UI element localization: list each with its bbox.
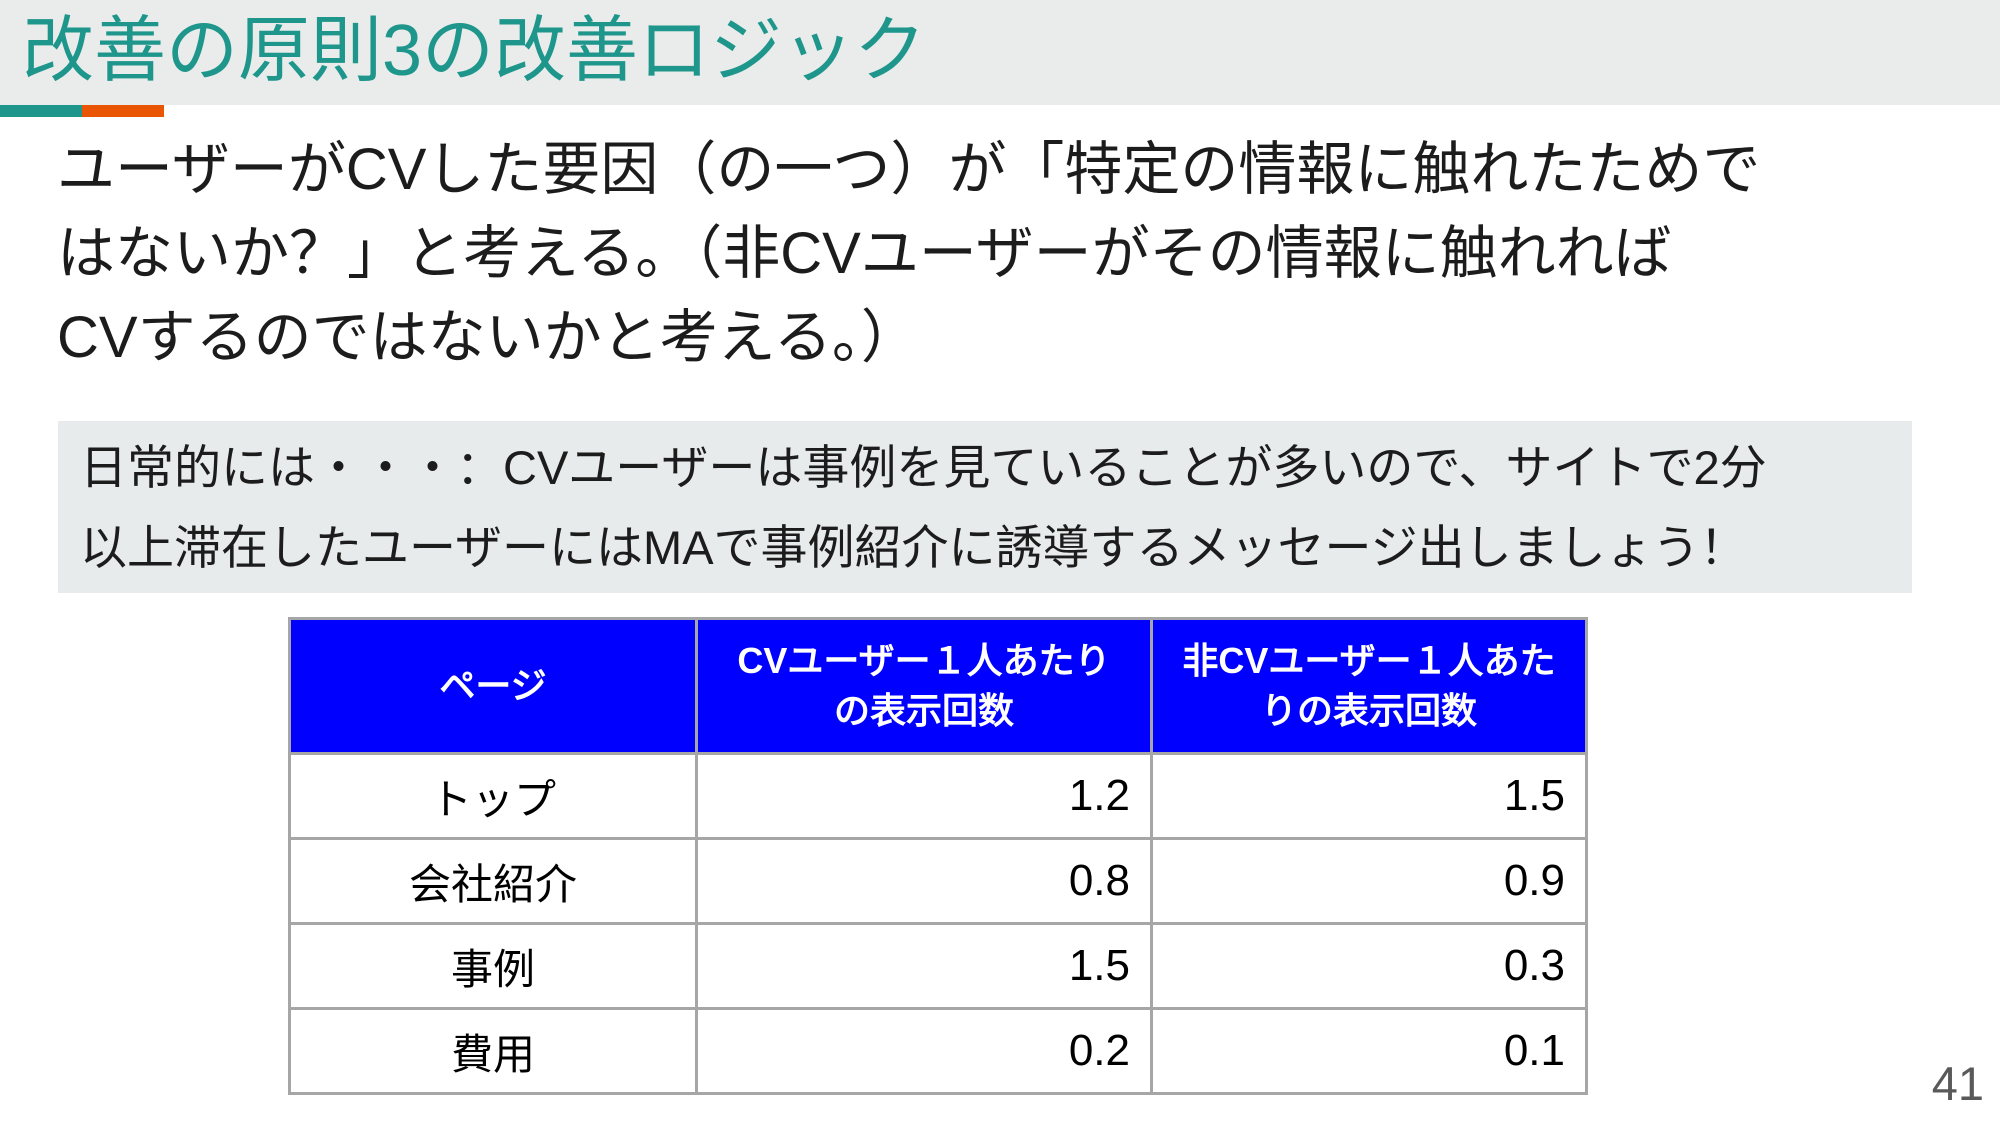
row-noncv-value: 0.9 [1150, 837, 1588, 925]
row-cv-value: 0.2 [695, 1007, 1153, 1095]
row-page-label: トップ [288, 752, 698, 840]
row-noncv-value: 0.1 [1150, 1007, 1588, 1095]
row-page-label: 会社紹介 [288, 837, 698, 925]
row-cv-value: 1.2 [695, 752, 1153, 840]
table-row: トップ 1.2 1.5 [288, 752, 1588, 840]
row-page-label: 費用 [288, 1007, 698, 1095]
table-header-row: ページ CVユーザー１人あたり の表示回数 非CVユーザー１人あた りの表示回数 [288, 617, 1588, 755]
row-noncv-value: 1.5 [1150, 752, 1588, 840]
highlight-note: 日常的には・・・：CVユーザーは事例を見ていることが多いので、サイトで2分 以上… [58, 421, 1912, 593]
row-cv-value: 1.5 [695, 922, 1153, 1010]
accent-bar-teal [0, 105, 82, 117]
table-row: 事例 1.5 0.3 [288, 922, 1588, 1010]
table-row: 費用 0.2 0.1 [288, 1007, 1588, 1095]
pageview-table: ページ CVユーザー１人あたり の表示回数 非CVユーザー１人あた りの表示回数… [288, 617, 1588, 1095]
slide-title: 改善の原則3の改善ロジック [22, 11, 927, 91]
header-cv-user-views: CVユーザー１人あたり の表示回数 [695, 617, 1153, 755]
header-page: ページ [288, 617, 698, 755]
page-number: 41 [1931, 1057, 1984, 1110]
body-paragraph: ユーザーがCVした要因（の一つ）が「特定の情報に触れたためで はないか？」と考え… [57, 137, 1761, 370]
accent-bar-orange [82, 105, 164, 117]
row-cv-value: 0.8 [695, 837, 1153, 925]
header-noncv-user-views: 非CVユーザー１人あた りの表示回数 [1150, 617, 1588, 755]
row-page-label: 事例 [288, 922, 698, 1010]
title-band [0, 0, 2000, 105]
row-noncv-value: 0.3 [1150, 922, 1588, 1010]
table-row: 会社紹介 0.8 0.9 [288, 837, 1588, 925]
